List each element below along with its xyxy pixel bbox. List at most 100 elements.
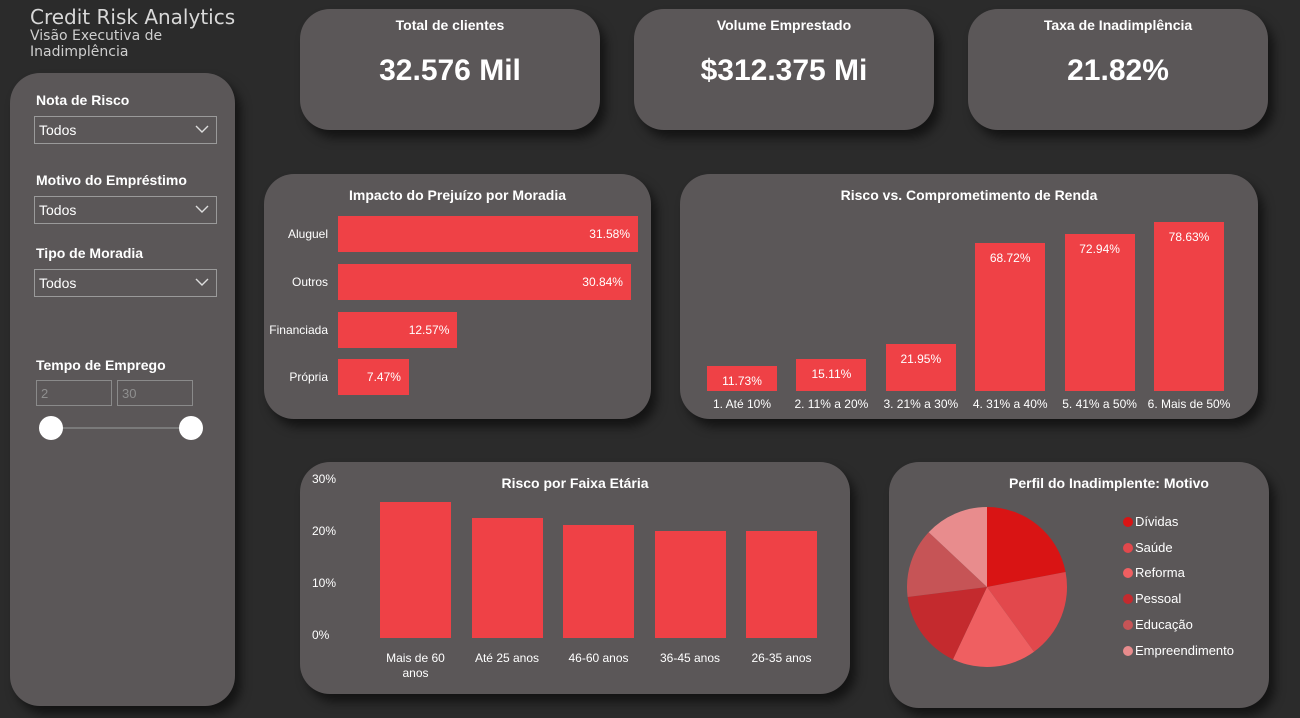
tempo-emprego-slider-min-handle[interactable] [39,416,63,440]
moradia-bar-category: Aluguel [287,227,328,241]
tempo-emprego-slider-max-handle[interactable] [179,416,203,440]
pie-slice[interactable] [907,587,987,660]
legend-item[interactable]: Empreendimento [1123,642,1234,658]
age-bar[interactable] [654,530,726,638]
kpi-value: 32.576 Mil [379,54,521,87]
renda-bar[interactable] [975,243,1046,391]
renda-bar-value: 21.95% [900,351,942,366]
renda-category-label: 6. Mais de 50% [1147,397,1231,411]
renda-bar[interactable] [1154,222,1224,391]
legend-label: Reforma [1135,565,1185,581]
age-category-label: Mais de 60 anos [386,651,445,680]
kpi-value: $312.375 Mi [700,54,868,87]
kpi-label: Total de clientes [395,17,505,33]
age-y-tick: 20% [312,524,337,538]
renda-bar[interactable] [885,343,956,391]
chart-title: Risco por Faixa Etária [501,475,649,491]
moradia-dropdown[interactable]: Todos [34,269,217,297]
tempo-emprego-max-input[interactable]: 30 [117,380,193,406]
moradia-bar[interactable]: 30.84% [338,264,631,300]
renda-category-label: 2. 11% a 20% [794,397,869,411]
chart-title: Impacto do Prejuízo por Moradia [348,187,567,203]
nota-risco-value: Todos [39,122,77,138]
moradia-bar[interactable]: 12.57% [338,312,458,348]
tempo-emprego-min-input[interactable]: 2 [36,380,112,406]
tempo-emprego-slider-track[interactable] [52,427,192,429]
renda-bar-area: 11.73% 1. Até 10% 15.11% 2. 11% a 20% 21.95%… [680,174,1258,419]
moradia-value: Todos [39,275,77,291]
moradia-bar-category: Financiada [269,323,328,337]
legend-label: Pessoal [1135,591,1182,607]
chevron-down-icon [195,205,209,213]
legend-dot-icon [1123,517,1133,527]
motivo-dropdown[interactable]: Todos [34,196,217,224]
moradia-bar-category: Própria [289,370,328,384]
age-y-tick: 10% [312,576,337,590]
kpi-taxa-inadimplencia: Taxa de Inadimplência 21.82% [968,9,1268,130]
filter-label-tempo-emprego: Tempo de Emprego [36,357,166,373]
renda-bar[interactable] [1064,234,1135,391]
chart-title: Perfil do Inadimplente: Motivo [1009,475,1209,491]
renda-bar-value: 78.63% [1168,230,1210,244]
renda-category-label: 1. Até 10% [712,397,772,411]
pie-slice[interactable] [987,572,1067,652]
legend-label: Empreendimento [1135,642,1234,658]
kpi-value: 21.82% [1067,54,1169,87]
age-y-tick: 0% [312,628,330,642]
renda-category-label: 3. 21% a 30% [883,397,959,411]
renda-bar-value: 15.11% [811,366,852,381]
app-title: Credit Risk Analytics [30,5,236,29]
chart-title: Risco vs. Comprometimento de Renda [840,187,1098,203]
motivo-pie-chart [907,507,1067,667]
moradia-bar-value: 31.58% [589,227,630,241]
renda-bar[interactable] [796,358,867,391]
renda-bar-value: 72.94% [1079,242,1120,257]
kpi-label: Volume Emprestado [716,17,852,33]
renda-bar-value: 11.73% [722,373,762,388]
pie-slice[interactable] [952,587,1035,667]
nota-risco-dropdown[interactable]: Todos [34,116,217,144]
pie-slice[interactable] [907,532,987,598]
age-category-label: 36-45 anos [659,651,721,665]
age-y-tick: 30% [312,472,337,486]
legend-label: Dívidas [1135,514,1179,529]
pie-slice[interactable] [928,507,987,587]
filter-label-moradia: Tipo de Moradia [36,245,144,261]
age-category-label: Até 25 anos [474,651,540,665]
motivo-value: Todos [39,202,77,218]
chart-faixa-etaria-card: Risco por Faixa Etária 30% 20% 10% 0% Mais d… [300,462,850,694]
legend-item[interactable]: Pessoal [1123,591,1182,607]
renda-bar-value: 68.72% [989,251,1031,266]
age-category-label: 46-60 anos [568,651,629,665]
age-bar[interactable] [471,518,543,638]
chart-moradia-card: Impacto do Prejuízo por Moradia Aluguel 3… [264,174,651,419]
legend-item[interactable]: Reforma [1123,565,1185,581]
legend-dot-icon [1123,645,1133,656]
kpi-volume-emprestado: Volume Emprestado $312.375 Mi [634,9,934,130]
legend-item[interactable]: Saúde [1123,540,1173,555]
kpi-label: Taxa de Inadimplência [1043,17,1193,33]
moradia-bar-area: Aluguel 31.58% Outros 30.84% Financiada 12.57… [264,216,651,406]
app-subtitle: Visão Executiva de Inadimplência [30,28,163,60]
legend-dot-icon [1123,568,1133,579]
age-bar[interactable] [380,501,451,638]
legend-item[interactable]: Dívidas [1123,514,1179,529]
legend-item[interactable]: Educação [1123,616,1193,632]
moradia-bar-category: Outros [291,275,328,289]
age-bar-area: 30% 20% 10% 0% Mais de 60 anos Até 25 anos 46-… [300,462,850,694]
age-bar[interactable] [746,531,817,638]
moradia-bar[interactable]: 31.58% [338,216,638,252]
moradia-bar[interactable]: 7.47% [338,359,409,395]
pie-slice[interactable] [987,507,1066,587]
legend-dot-icon [1123,594,1133,605]
filter-label-nota-risco: Nota de Risco [36,92,130,108]
age-bar[interactable] [563,524,634,638]
moradia-bar-value: 7.47% [366,370,401,384]
renda-bar[interactable] [707,365,777,391]
legend-label: Educação [1135,616,1193,632]
chart-motivo-card: Perfil do Inadimplente: Motivo Dívidas Sa… [889,462,1269,708]
legend-dot-icon [1123,619,1133,630]
filter-label-motivo: Motivo do Empréstimo [36,172,187,188]
renda-category-label: 4. 31% a 40% [972,397,1048,411]
chevron-down-icon [195,125,209,133]
